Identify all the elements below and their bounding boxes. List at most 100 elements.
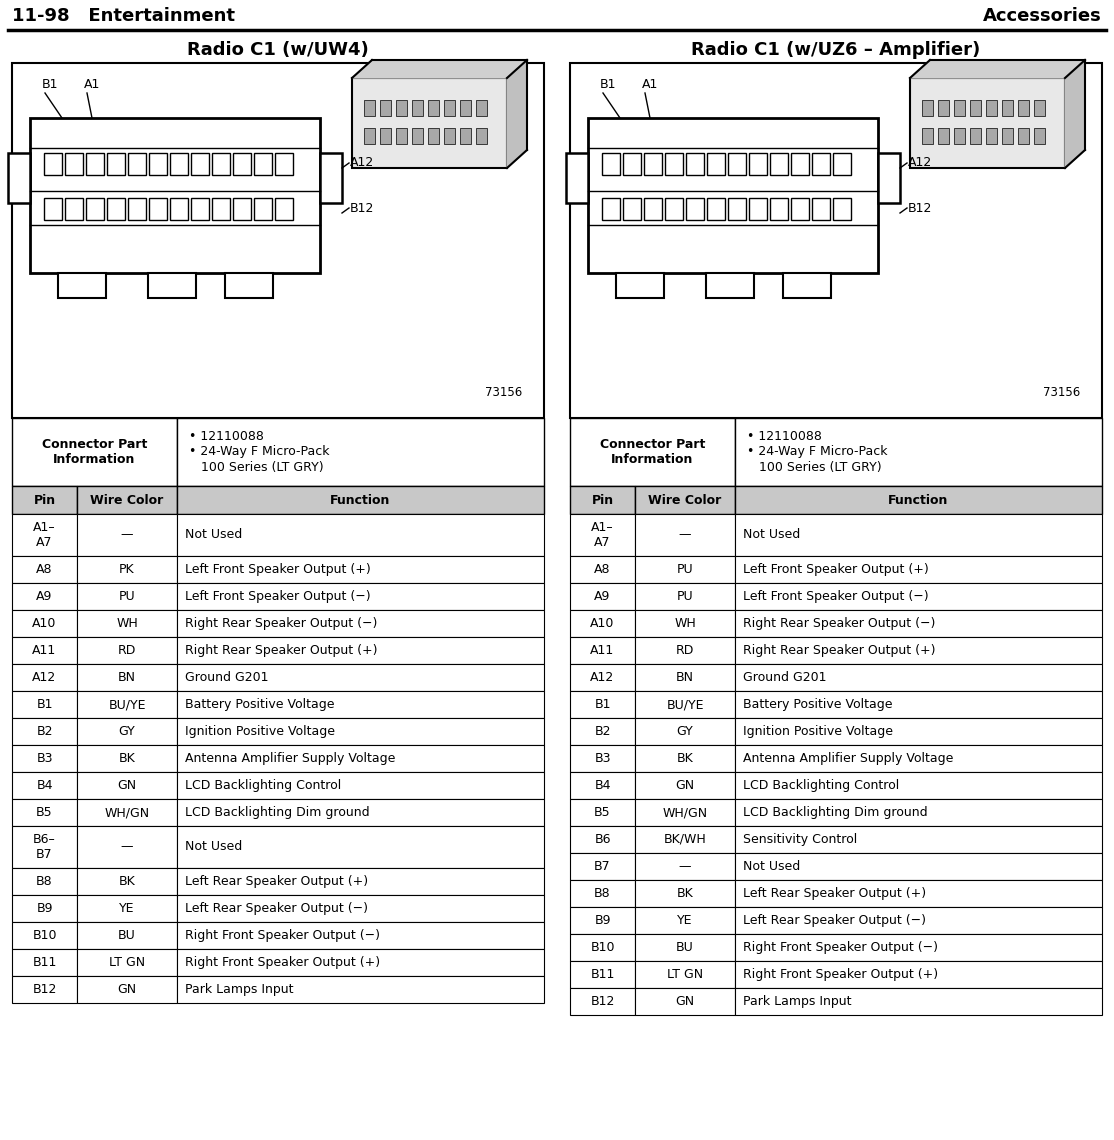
Text: Radio C1 (w/UZ6 – Amplifier): Radio C1 (w/UZ6 – Amplifier) (692, 41, 980, 59)
Text: Left Rear Speaker Output (+): Left Rear Speaker Output (+) (185, 876, 368, 888)
Text: Left Front Speaker Output (−): Left Front Speaker Output (−) (743, 591, 929, 603)
Text: B2: B2 (37, 725, 52, 738)
Text: B8: B8 (36, 876, 52, 888)
Text: BK/WH: BK/WH (664, 833, 706, 846)
Text: BN: BN (118, 671, 136, 684)
Bar (570, 772, 635, 799)
Bar (12, 948, 77, 976)
Bar (635, 610, 735, 637)
Text: —: — (120, 840, 134, 854)
Bar (352, 78, 507, 168)
Text: Function: Function (331, 494, 391, 506)
Text: Right Rear Speaker Output (+): Right Rear Speaker Output (+) (185, 644, 378, 657)
Bar (833, 153, 851, 176)
Bar (735, 772, 1102, 799)
Text: • 12110088
• 24-Way F Micro-Pack
   100 Series (LT GRY): • 12110088 • 24-Way F Micro-Pack 100 Ser… (189, 431, 330, 473)
Bar (686, 153, 704, 176)
Bar (77, 691, 177, 718)
Polygon shape (910, 60, 1085, 78)
Text: B10: B10 (32, 929, 57, 942)
Bar (77, 799, 177, 826)
Bar (428, 100, 439, 116)
Bar (177, 976, 544, 1003)
Polygon shape (507, 60, 527, 168)
Bar (623, 153, 641, 176)
Text: B12: B12 (590, 995, 615, 1008)
Text: LCD Backlighting Control: LCD Backlighting Control (743, 779, 899, 792)
Text: B1: B1 (594, 698, 610, 711)
Bar (86, 153, 104, 176)
Bar (735, 961, 1102, 988)
Text: Right Front Speaker Output (+): Right Front Speaker Output (+) (743, 968, 938, 982)
Bar (570, 63, 1102, 418)
Bar (735, 934, 1102, 961)
Bar (177, 868, 544, 895)
Bar (12, 746, 77, 772)
Text: GN: GN (117, 983, 137, 996)
Bar (77, 868, 177, 895)
Bar (570, 610, 635, 637)
Bar (729, 198, 746, 220)
Text: Ignition Positive Voltage: Ignition Positive Voltage (743, 725, 893, 738)
Text: WH/GN: WH/GN (105, 806, 149, 819)
Bar (570, 691, 635, 718)
Text: B4: B4 (594, 779, 610, 792)
Bar (380, 100, 391, 116)
Bar (635, 799, 735, 826)
Bar (635, 663, 735, 691)
Text: Not Used: Not Used (743, 860, 800, 873)
Bar (177, 486, 544, 514)
Bar (566, 153, 588, 203)
Bar (570, 934, 635, 961)
Bar (735, 486, 1102, 514)
Bar (735, 746, 1102, 772)
Bar (735, 826, 1102, 853)
Text: LCD Backlighting Control: LCD Backlighting Control (185, 779, 341, 792)
Bar (938, 128, 949, 144)
Bar (275, 153, 293, 176)
Bar (12, 895, 77, 922)
Bar (30, 119, 320, 272)
Text: PU: PU (676, 563, 693, 576)
Text: Pin: Pin (592, 494, 614, 506)
Bar (177, 610, 544, 637)
Bar (938, 100, 949, 116)
Bar (644, 153, 662, 176)
Bar (77, 948, 177, 976)
Text: Connector Part
Information: Connector Part Information (599, 438, 705, 466)
Bar (735, 988, 1102, 1015)
Bar (1034, 128, 1045, 144)
Bar (77, 663, 177, 691)
Bar (570, 799, 635, 826)
Bar (254, 153, 272, 176)
Bar (77, 514, 177, 556)
Bar (77, 976, 177, 1003)
Bar (986, 128, 997, 144)
Bar (77, 772, 177, 799)
Bar (644, 198, 662, 220)
Text: YE: YE (677, 914, 693, 927)
Bar (922, 128, 934, 144)
Text: RD: RD (118, 644, 136, 657)
Bar (149, 153, 167, 176)
Bar (570, 514, 635, 556)
Bar (1018, 100, 1029, 116)
Text: A8: A8 (594, 563, 610, 576)
Text: Left Rear Speaker Output (−): Left Rear Speaker Output (−) (185, 902, 368, 915)
Bar (177, 718, 544, 746)
Bar (58, 272, 106, 298)
Bar (570, 880, 635, 907)
Bar (635, 907, 735, 934)
Text: B2: B2 (594, 725, 610, 738)
Bar (570, 826, 635, 853)
Bar (12, 826, 77, 868)
Bar (570, 663, 635, 691)
Text: LCD Backlighting Dim ground: LCD Backlighting Dim ground (185, 806, 370, 819)
Text: A8: A8 (37, 563, 52, 576)
Text: GN: GN (675, 995, 694, 1008)
Bar (275, 198, 293, 220)
Text: B8: B8 (594, 887, 610, 899)
Bar (635, 853, 735, 880)
Text: Antenna Amplifier Supply Voltage: Antenna Amplifier Supply Voltage (185, 752, 395, 765)
Bar (77, 746, 177, 772)
